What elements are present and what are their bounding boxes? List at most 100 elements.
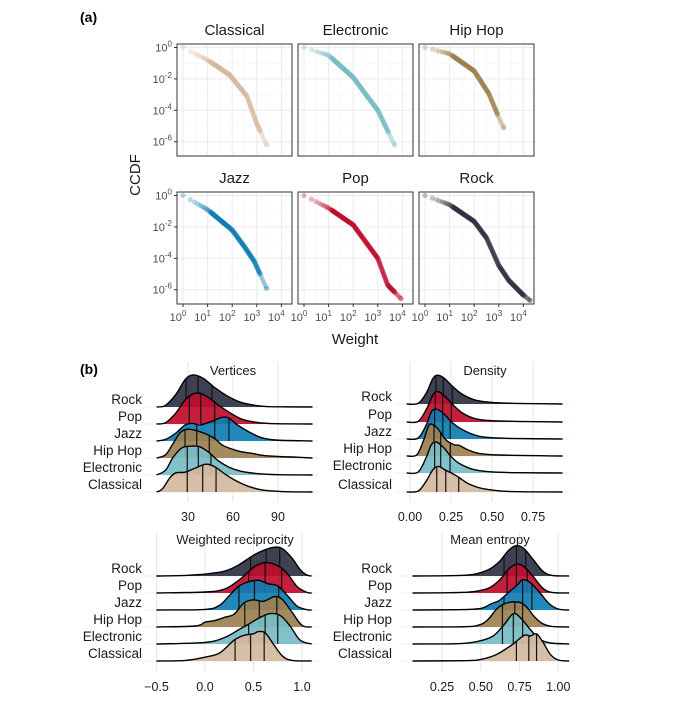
ccdf-point [468, 216, 474, 223]
ccdf-point [243, 92, 249, 98]
ccdf-point [255, 122, 261, 129]
ccdf-point [210, 211, 216, 217]
ccdf-point [453, 206, 460, 212]
ridge-classical: Classical [338, 465, 563, 493]
facet-title: Rock [459, 170, 494, 187]
ccdf-point [334, 59, 340, 66]
ccdf-point [473, 220, 479, 227]
ccdf-point [474, 222, 480, 228]
ccdf-point [451, 205, 457, 211]
ccdf-point [519, 291, 525, 297]
density-area [406, 423, 563, 457]
genre-label: Hip Hop [343, 612, 392, 627]
ccdf-point [464, 63, 470, 69]
ccdf-point [235, 235, 242, 242]
ccdf-point [514, 286, 520, 292]
ccdf-point [350, 74, 356, 80]
y-tick-label: 10-6 [153, 282, 173, 297]
ccdf-point [230, 76, 236, 82]
ccdf-point [326, 52, 332, 58]
ccdf-point [227, 72, 233, 78]
ccdf-point [463, 213, 469, 219]
ccdf-point [339, 214, 345, 220]
ccdf-point [462, 61, 468, 68]
ccdf-point [211, 212, 217, 218]
ccdf-point [505, 276, 511, 282]
ccdf-point [480, 230, 486, 236]
ccdf-point [335, 61, 342, 67]
ccdf-point [346, 219, 353, 225]
genre-label: Rock [361, 389, 392, 404]
genre-label: Jazz [364, 424, 392, 439]
ccdf-point [349, 73, 355, 79]
ccdf-point [343, 217, 349, 223]
ccdf-point [224, 223, 231, 229]
ccdf-point [345, 219, 352, 225]
ccdf-point [180, 44, 186, 51]
ccdf-point [366, 243, 372, 250]
ccdf-point [513, 285, 519, 291]
ccdf-point [226, 225, 233, 231]
ccdf-point [313, 198, 319, 205]
ccdf-point [331, 57, 337, 64]
ccdf-point [479, 229, 485, 235]
ccdf-point [363, 239, 369, 245]
ccdf-point [454, 206, 460, 213]
ccdf-point [223, 69, 229, 75]
ccdf-point [384, 279, 390, 285]
ccdf-point [476, 224, 482, 230]
ccdf-point [463, 213, 469, 219]
facet-title: Classical [204, 22, 264, 39]
tick-exponent: -2 [165, 219, 173, 228]
ccdf-point [363, 92, 370, 98]
ccdf-point [226, 72, 232, 78]
ccdf-point [471, 67, 477, 74]
ccdf-point [518, 290, 525, 296]
ccdf-point [318, 201, 324, 207]
ccdf-point [490, 101, 497, 108]
ccdf-point [471, 218, 477, 224]
ccdf-point [214, 63, 220, 69]
tick-base: 10 [268, 312, 280, 324]
ccdf-point [233, 232, 239, 238]
x-tick-label: 1.0 [293, 680, 310, 694]
ccdf-point [382, 122, 388, 128]
ccdf-point [202, 205, 208, 211]
ccdf-point [234, 81, 240, 87]
ccdf-point [210, 211, 216, 218]
ccdf-point [219, 219, 225, 225]
ccdf-point [340, 215, 346, 221]
ccdf-point [221, 220, 227, 227]
ccdf-point [216, 216, 222, 222]
ccdf-point [467, 65, 473, 71]
panel-border [418, 191, 535, 305]
density-area [156, 464, 313, 492]
ccdf-point [336, 62, 342, 68]
tick-exponent: 0 [303, 309, 308, 318]
ccdf-point [488, 97, 494, 103]
ccdf-point [257, 271, 263, 278]
ccdf-point [447, 202, 453, 208]
tick-base: 10 [510, 312, 522, 324]
ccdf-point [375, 255, 381, 261]
ccdf-point [391, 288, 397, 295]
ccdf-point [251, 258, 257, 264]
ccdf-point [251, 114, 257, 120]
ccdf-point [239, 87, 245, 94]
ccdf-point [231, 77, 237, 83]
ccdf-point [246, 98, 252, 104]
ccdf-point [489, 99, 496, 106]
ccdf-point [232, 231, 239, 238]
ccdf-point [390, 288, 396, 294]
tick-base: 10 [436, 312, 448, 324]
genre-label: Electronic [83, 629, 143, 644]
ccdf-point [251, 112, 257, 118]
ccdf-point [350, 74, 356, 80]
ccdf-point [260, 134, 266, 140]
panel-border [297, 191, 414, 305]
ccdf-point [369, 247, 375, 253]
ccdf-point [351, 75, 357, 82]
ccdf-point [393, 290, 399, 297]
ccdf-point [489, 99, 495, 105]
ccdf-point [361, 89, 367, 95]
